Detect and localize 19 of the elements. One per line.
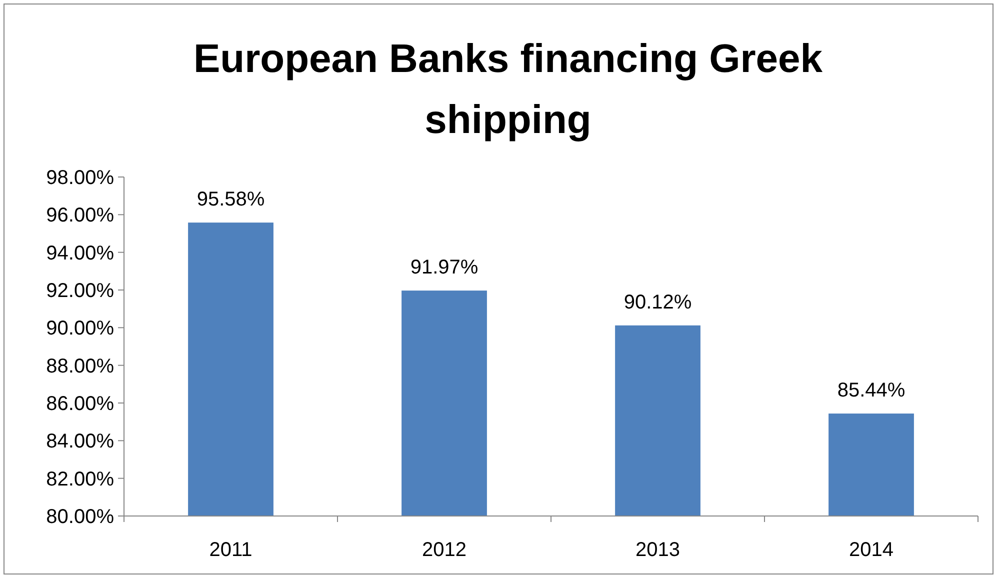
y-tick-label: 96.00% bbox=[46, 204, 114, 227]
data-label: 95.58% bbox=[196, 188, 265, 211]
x-tick-label: 2011 bbox=[209, 539, 252, 561]
x-tick-label: 2013 bbox=[636, 539, 680, 561]
x-tick-label: 2014 bbox=[849, 539, 894, 561]
y-tick-label: 86.00% bbox=[46, 393, 114, 415]
x-tick-label: 2012 bbox=[422, 539, 466, 561]
data-label: 90.12% bbox=[624, 291, 692, 314]
y-tick-label: 80.00% bbox=[46, 506, 114, 528]
y-tick-label: 82.00% bbox=[46, 468, 114, 490]
chart-title: European Banks financing Greek shipping bbox=[193, 37, 824, 142]
y-tick-label: 84.00% bbox=[46, 430, 114, 453]
data-label: 91.97% bbox=[410, 256, 478, 279]
y-tick-label: 88.00% bbox=[46, 355, 114, 378]
data-label: 85.44% bbox=[837, 380, 906, 402]
y-tick-label: 94.00% bbox=[46, 242, 114, 264]
y-tick-label: 90.00% bbox=[46, 318, 114, 340]
y-tick-label: 98.00% bbox=[46, 167, 114, 189]
y-tick-label: 92.00% bbox=[46, 280, 114, 302]
